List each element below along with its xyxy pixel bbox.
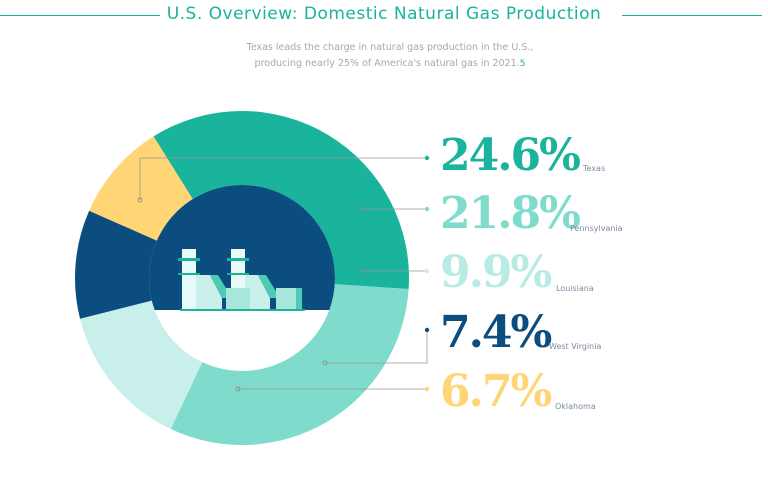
subtitle-line-2: producing nearly 25% of America's natura… — [254, 58, 520, 69]
leader-end-dot — [424, 386, 430, 392]
state-label: West Virginia — [549, 342, 602, 351]
power-plant-icon — [178, 249, 305, 311]
slice-oklahoma — [89, 136, 194, 241]
slice-west-virginia — [74, 210, 158, 319]
leader-start-dot — [360, 268, 366, 274]
slice-pennsylvania — [170, 284, 409, 445]
leader-line — [139, 157, 427, 200]
footnote: 5 — [519, 59, 526, 69]
subtitle-line-1: Texas leads the charge in natural gas pr… — [246, 42, 534, 53]
leader-end-dot — [424, 155, 430, 161]
pct-label: 24.6% — [440, 130, 581, 181]
leader-line — [325, 330, 428, 364]
leader-start-dot — [137, 197, 143, 203]
page-title: U.S. Overview: Domestic Natural Gas Prod… — [166, 4, 602, 24]
title-rule-right — [622, 15, 762, 16]
pct-label: 6.7% — [440, 366, 552, 417]
state-label: Texas — [583, 164, 606, 173]
state-label: Louisiana — [556, 284, 594, 293]
state-label: Oklahoma — [555, 402, 596, 411]
pct-label: 9.9% — [440, 247, 552, 298]
pct-label: 21.8% — [440, 188, 581, 239]
leader-start-dot — [235, 386, 241, 392]
leader-start-dot — [360, 206, 366, 212]
slice-louisiana — [80, 300, 203, 430]
state-label: Pennsylvania — [570, 224, 623, 233]
slice-texas — [153, 110, 410, 290]
subtitle: Texas leads the charge in natural gas pr… — [230, 40, 550, 72]
leader-start-dot — [322, 360, 328, 366]
title-rule-left — [0, 15, 160, 16]
pct-label: 7.4% — [440, 307, 552, 358]
leader-end-dot — [424, 268, 430, 274]
leader-end-dot — [424, 327, 430, 333]
leader-end-dot — [424, 206, 430, 212]
